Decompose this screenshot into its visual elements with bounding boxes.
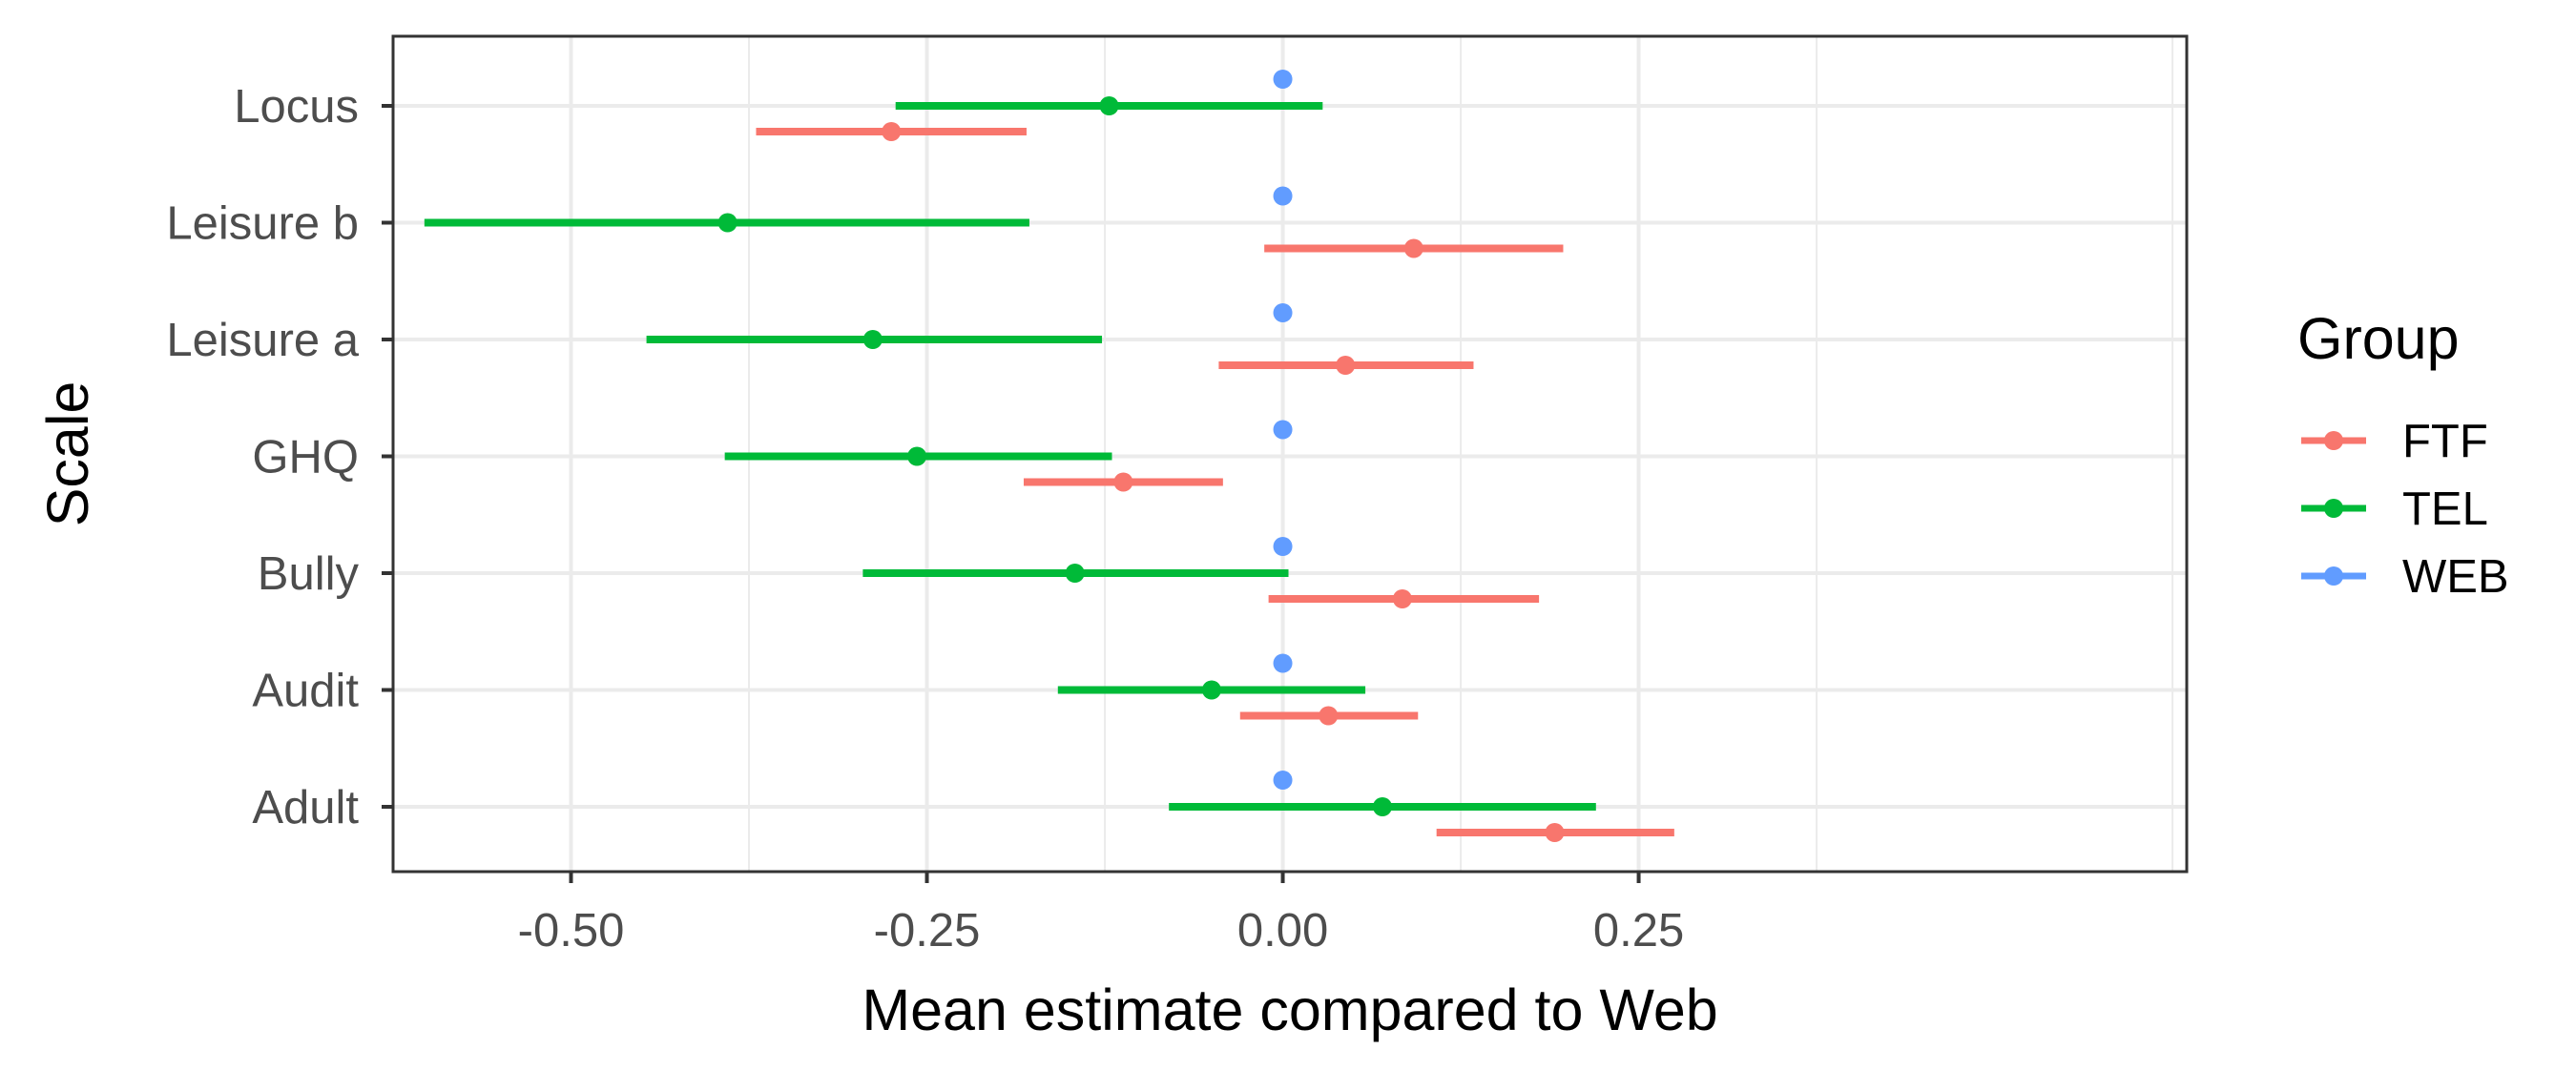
estimate-point <box>1113 472 1133 492</box>
y-tick-label: Adult <box>252 782 359 833</box>
x-axis: -0.50 -0.25 0.00 0.25 <box>518 872 1684 957</box>
legend-item-tel: TEL <box>2301 484 2488 535</box>
chart-marks <box>424 70 1674 842</box>
legend: Group FTF TEL WEB <box>2297 306 2509 603</box>
y-tick-label: GHQ <box>252 432 359 484</box>
estimate-point <box>862 330 883 349</box>
legend-key-point <box>2324 499 2343 518</box>
legend-label: WEB <box>2402 551 2509 603</box>
estimate-point <box>1319 706 1339 726</box>
x-tick-label: 0.25 <box>1593 905 1684 957</box>
estimate-point <box>1201 680 1221 700</box>
x-axis-title: Mean estimate compared to Web <box>862 977 1717 1042</box>
legend-key-point <box>2324 566 2343 586</box>
y-axis-title: Scale <box>35 381 100 527</box>
y-tick-label: Leisure a <box>166 315 359 366</box>
y-axis: Locus Leisure b Leisure a GHQ Bully Audit Adul… <box>166 81 393 833</box>
estimate-point <box>1372 797 1392 816</box>
y-tick-label: Bully <box>258 548 360 600</box>
estimate-point <box>1099 96 1119 115</box>
estimate-point <box>1273 303 1293 322</box>
x-tick-label: 0.00 <box>1237 905 1328 957</box>
estimate-point <box>1273 186 1293 206</box>
legend-label: TEL <box>2402 484 2488 535</box>
series-tel <box>424 96 1596 816</box>
series-ftf <box>756 122 1674 842</box>
legend-label: FTF <box>2402 416 2488 467</box>
legend-item-ftf: FTF <box>2301 416 2488 467</box>
legend-item-web: WEB <box>2301 551 2509 603</box>
x-tick-label: -0.25 <box>874 905 981 957</box>
estimate-point <box>1273 653 1293 673</box>
y-tick-label: Audit <box>252 666 359 717</box>
plot-panel-border <box>391 34 2189 874</box>
estimate-point <box>1273 70 1293 89</box>
legend-title: Group <box>2297 306 2460 371</box>
x-tick-label: -0.50 <box>518 905 625 957</box>
estimate-point <box>1065 564 1085 583</box>
estimate-point <box>882 122 902 141</box>
estimate-point <box>1273 420 1293 440</box>
plot-panel-background <box>393 36 2187 872</box>
estimate-point <box>1273 537 1293 556</box>
estimate-point <box>1336 356 1356 375</box>
estimate-point <box>1273 771 1293 790</box>
estimate-point <box>1545 823 1565 842</box>
estimate-point <box>717 213 737 233</box>
y-tick-label: Locus <box>234 81 359 133</box>
estimate-point <box>1403 238 1423 258</box>
series-web <box>1273 70 1293 790</box>
estimate-point <box>1392 589 1412 608</box>
y-tick-label: Leisure b <box>166 198 359 250</box>
estimate-point <box>907 446 927 466</box>
legend-key-point <box>2324 431 2343 450</box>
